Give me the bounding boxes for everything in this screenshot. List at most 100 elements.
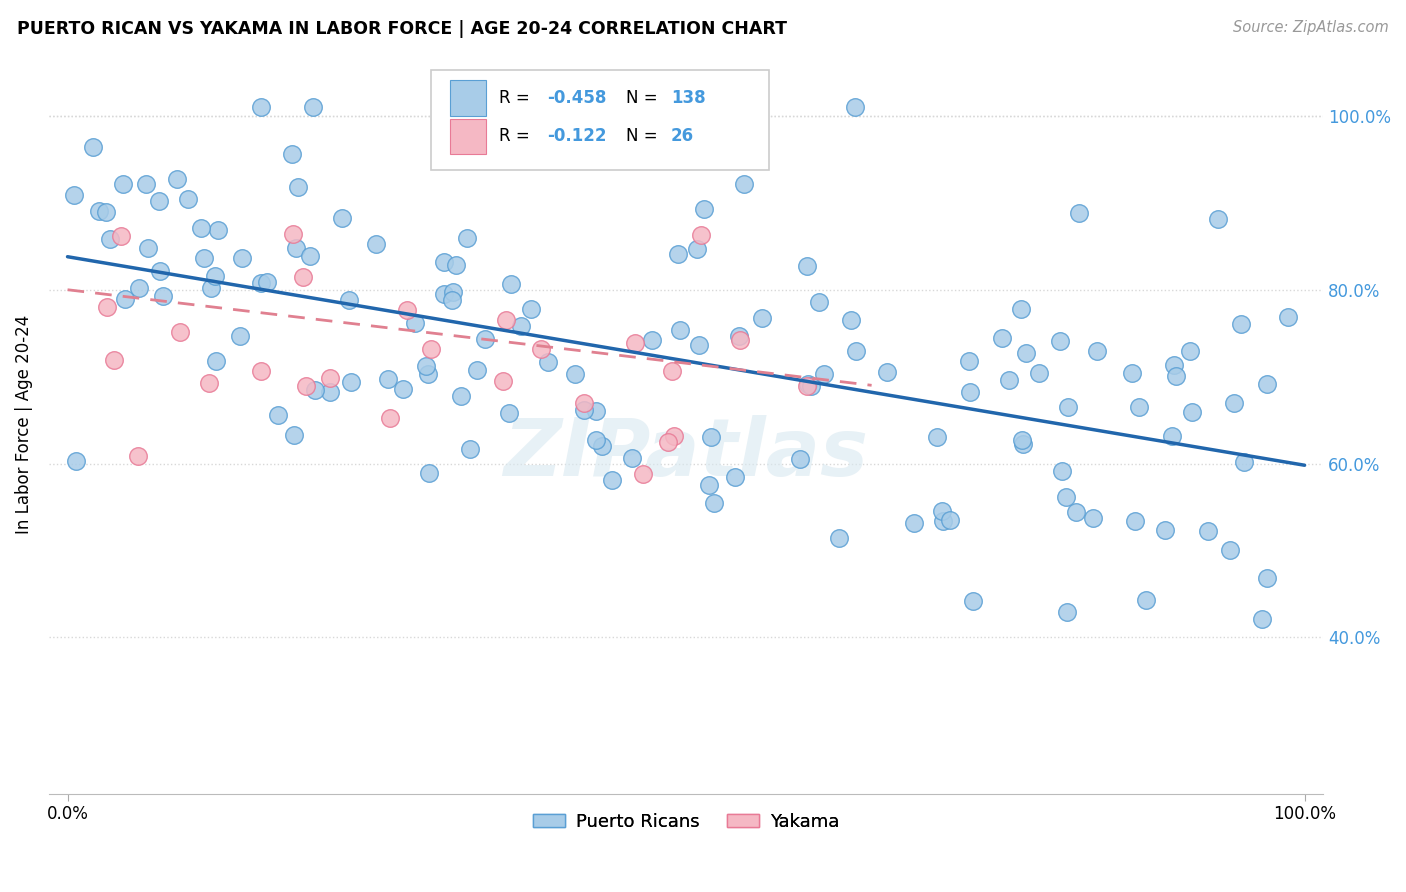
Point (267, 409, 290, 423)
Point (669, 323, 692, 337)
Point (166, 172, 188, 186)
Point (845, 344, 868, 359)
Point (283, 227, 305, 241)
Point (498, 406, 520, 420)
Point (697, 478, 720, 492)
Point (204, 354, 226, 368)
Point (666, 247, 689, 261)
Point (249, 100, 271, 114)
Point (136, 241, 159, 255)
Point (294, 378, 316, 392)
Point (789, 451, 811, 466)
Point (415, 359, 437, 373)
Point (499, 277, 522, 292)
Point (1011, 433, 1033, 447)
Point (600, 474, 623, 488)
Point (1010, 302, 1032, 317)
Point (844, 100, 866, 114)
Point (585, 433, 607, 447)
Point (450, 389, 472, 403)
Point (256, 275, 278, 289)
Point (1230, 317, 1253, 331)
Point (339, 293, 361, 307)
Point (82, 140, 104, 154)
Point (957, 353, 980, 368)
Point (190, 220, 212, 235)
Point (298, 249, 321, 263)
Point (703, 496, 725, 510)
Point (1085, 344, 1108, 359)
Point (65, 453, 87, 467)
Point (446, 258, 468, 272)
Point (285, 241, 308, 255)
Point (1056, 605, 1078, 619)
Point (657, 435, 679, 450)
Point (110, 229, 132, 244)
Point (420, 342, 443, 356)
Point (1066, 505, 1088, 519)
Point (641, 333, 664, 347)
Point (827, 531, 849, 545)
Point (1011, 437, 1033, 451)
Point (103, 353, 125, 368)
Point (1251, 612, 1274, 626)
Text: -0.458: -0.458 (547, 89, 606, 107)
Point (1256, 376, 1278, 391)
Text: 26: 26 (671, 128, 695, 145)
Point (441, 285, 464, 300)
Point (564, 367, 586, 381)
Point (87, 203, 110, 218)
Point (396, 302, 419, 317)
Point (231, 252, 253, 266)
Point (813, 368, 835, 382)
Point (796, 378, 818, 392)
Text: N =: N = (626, 89, 658, 107)
Point (287, 179, 309, 194)
Point (1181, 405, 1204, 419)
Point (903, 516, 925, 530)
Point (962, 594, 984, 608)
Point (1223, 396, 1246, 410)
Point (63, 188, 86, 202)
Text: R =: R = (499, 128, 530, 145)
Point (458, 442, 481, 456)
Text: -0.122: -0.122 (547, 128, 606, 145)
Point (1081, 511, 1104, 525)
Point (692, 202, 714, 216)
Point (509, 319, 531, 334)
Point (127, 449, 149, 463)
FancyBboxPatch shape (450, 119, 486, 154)
Point (624, 335, 647, 350)
Point (959, 384, 981, 399)
Point (839, 313, 862, 327)
Point (283, 428, 305, 442)
Point (204, 268, 226, 283)
Text: N =: N = (626, 128, 658, 145)
Point (433, 254, 456, 268)
Point (1163, 358, 1185, 372)
Point (1233, 455, 1256, 469)
Point (114, 292, 136, 306)
Point (700, 429, 723, 443)
Point (152, 289, 174, 303)
Point (572, 403, 595, 417)
Point (662, 429, 685, 443)
Point (706, 140, 728, 154)
Point (997, 373, 1019, 387)
Point (491, 374, 513, 388)
Point (404, 316, 426, 330)
Point (797, 377, 820, 392)
Point (319, 384, 342, 399)
Point (291, 269, 314, 284)
Point (229, 329, 252, 343)
Point (620, 450, 643, 465)
Point (927, 430, 949, 444)
Point (1050, 465, 1073, 479)
Point (418, 466, 440, 480)
Point (1277, 310, 1299, 325)
Point (495, 313, 517, 327)
Point (939, 513, 962, 527)
Point (631, 467, 654, 481)
Text: 138: 138 (671, 89, 706, 107)
Point (1015, 345, 1038, 359)
